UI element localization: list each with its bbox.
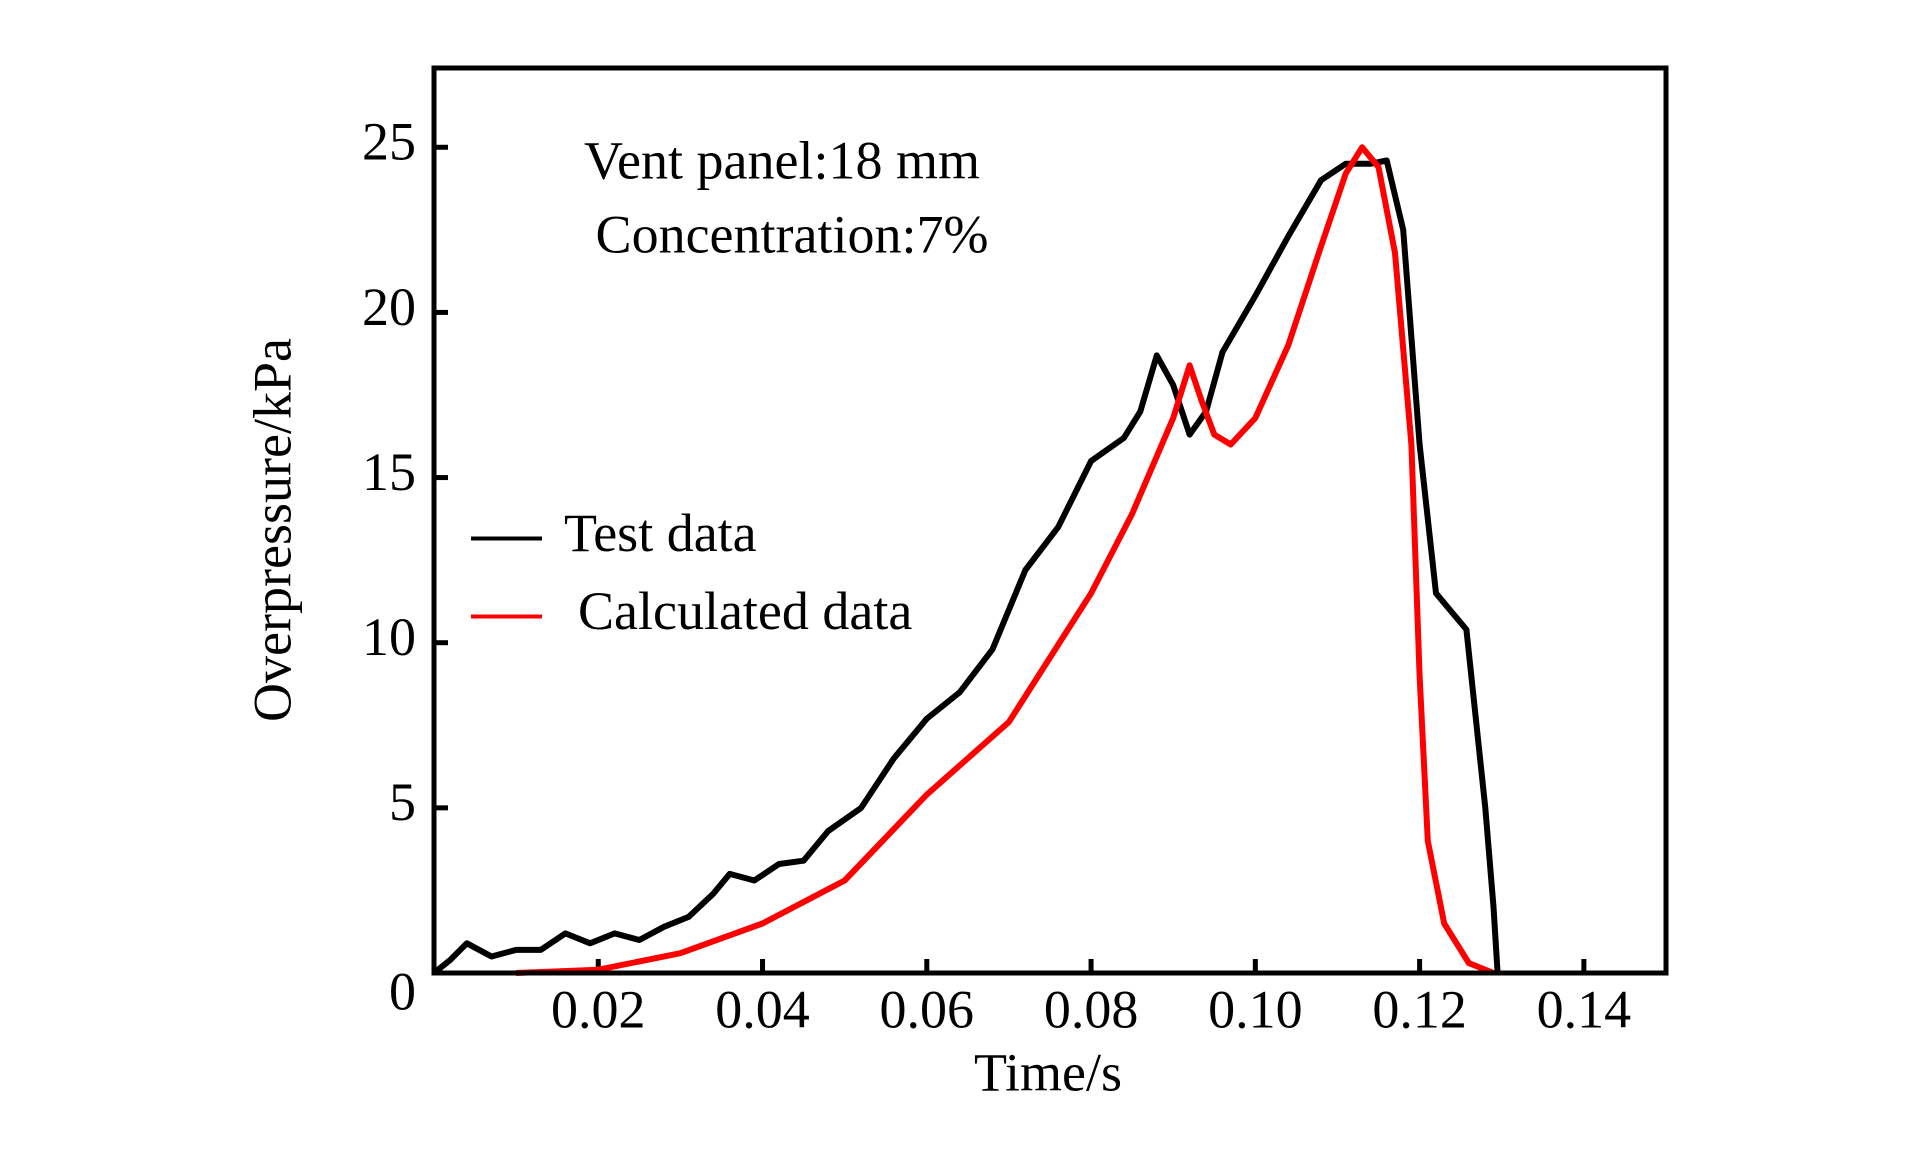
series-line xyxy=(432,157,1501,976)
x-tick-label: 0.08 xyxy=(1044,979,1139,1039)
annotation: Concentration:7% xyxy=(596,204,989,264)
x-tick-label: 0.06 xyxy=(880,979,975,1039)
plot-frame xyxy=(431,65,1669,976)
x-tick-label: 0.02 xyxy=(551,979,646,1039)
y-tick-label: 5 xyxy=(389,772,416,832)
x-axis-label: Time/s xyxy=(974,1042,1122,1102)
y-tick-label: 20 xyxy=(362,277,416,337)
y-tick-label: 25 xyxy=(362,112,416,172)
y-axis-label: Overpressure/kPa xyxy=(242,338,302,722)
legend-label: Calculated data xyxy=(578,581,912,641)
x-tick-label: 0.04 xyxy=(715,979,810,1039)
y-tick-label: 10 xyxy=(362,607,416,667)
y-tick-label: 0 xyxy=(389,961,416,1021)
legend-label: Test data xyxy=(564,503,757,563)
x-tick-label: 0.12 xyxy=(1372,979,1467,1039)
x-tick-label: 0.14 xyxy=(1537,979,1632,1039)
y-tick-label: 15 xyxy=(362,442,416,502)
annotation: Vent panel:18 mm xyxy=(584,130,980,190)
x-tick-label: 0.10 xyxy=(1208,979,1303,1039)
series-line xyxy=(515,144,1495,976)
